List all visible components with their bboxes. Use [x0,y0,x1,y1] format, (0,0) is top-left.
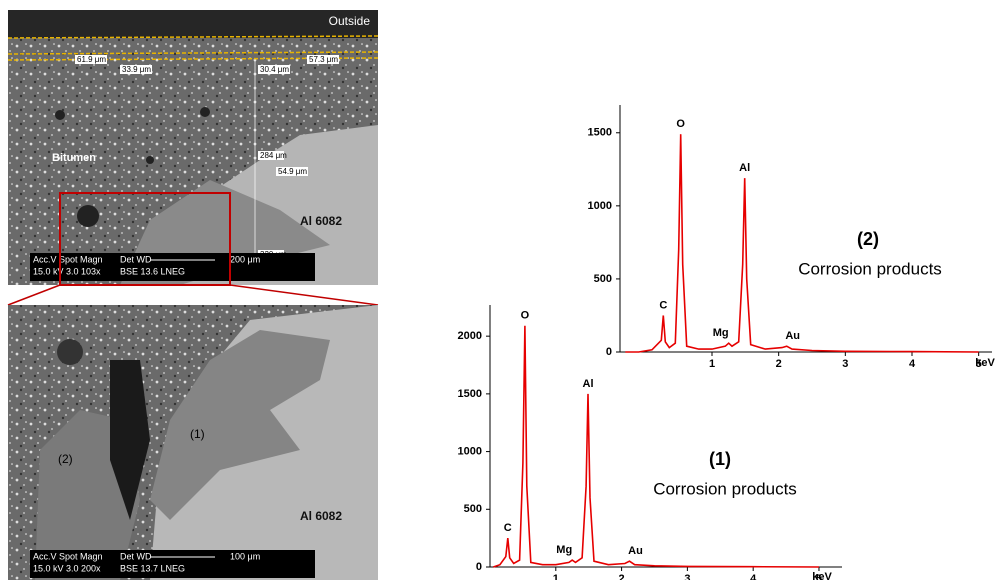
info-text: Det WD [120,551,152,561]
chart-subtitle: Corrosion products [653,479,797,498]
chart-title: (1) [709,449,731,469]
peak-label: C [504,522,512,534]
measurement: 54.9 μm [278,167,307,176]
image-label: (2) [58,452,73,466]
y-tick-label: 1000 [588,200,612,212]
peak-label: Al [583,378,594,390]
sem-image-top: Outside Bitumen Al 6082 61.9 μm 33.9 μm … [8,10,378,285]
info-text: 200 μm [230,254,260,264]
y-tick-label: 0 [606,346,612,358]
info-text: Acc.V Spot Magn [33,254,103,264]
image-label: Bitumen [52,152,96,164]
sem-image-bottom: (1) (2) Al 6082 Acc.V Spot Magn Det WD 1… [8,305,378,580]
x-tick-label: 2 [776,358,782,370]
peak-label: O [676,118,685,130]
x-axis-label: keV [975,357,995,369]
image-label: Al 6082 [300,509,342,523]
y-tick-label: 500 [594,273,612,285]
x-tick-label: 1 [709,358,715,370]
y-tick-label: 2000 [458,330,482,342]
peak-label: Mg [713,327,729,339]
info-text: Acc.V Spot Magn [33,551,103,561]
y-tick-label: 1500 [458,388,482,400]
spectrum-line [625,134,978,352]
measurement: 61.9 μm [77,55,106,64]
spectrum-line [493,326,819,567]
peak-label: Au [628,545,643,557]
measurement: 57.3 μm [309,55,338,64]
y-tick-label: 1500 [588,127,612,139]
y-tick-label: 0 [476,561,482,573]
image-label: Outside [329,14,371,28]
chart-subtitle: Corrosion products [798,259,942,278]
y-tick-label: 1000 [458,445,482,457]
measurement: 33.9 μm [122,65,151,74]
zoom-line [8,285,60,305]
info-text: Det WD [120,254,152,264]
info-text: 15.0 kV 3.0 103x [33,266,101,276]
x-tick-label: 1 [553,573,559,580]
zoom-line [230,285,378,305]
x-tick-label: 3 [842,358,848,370]
info-text: 15.0 kV 3.0 200x [33,563,101,573]
x-tick-label: 4 [909,358,916,370]
measurement: 30.4 μm [260,65,289,74]
peak-label: Mg [556,544,572,556]
image-label: (1) [190,427,205,441]
peak-label: C [659,299,667,311]
x-tick-label: 4 [750,573,757,580]
info-text: 100 μm [230,551,260,561]
info-text: BSE 13.7 LNEG [120,563,185,573]
peak-label: Au [785,330,800,342]
x-axis-label: keV [812,571,832,580]
info-text: BSE 13.6 LNEG [120,266,185,276]
y-tick-label: 500 [464,503,482,515]
peak-label: O [521,310,530,322]
x-tick-label: 3 [684,573,690,580]
figure: Outside Bitumen Al 6082 61.9 μm 33.9 μm … [0,0,998,580]
measurement: 284 μm [260,151,287,160]
peak-label: Al [739,162,750,174]
x-tick-label: 2 [619,573,625,580]
chart-title: (2) [857,229,879,249]
image-label: Al 6082 [300,214,342,228]
